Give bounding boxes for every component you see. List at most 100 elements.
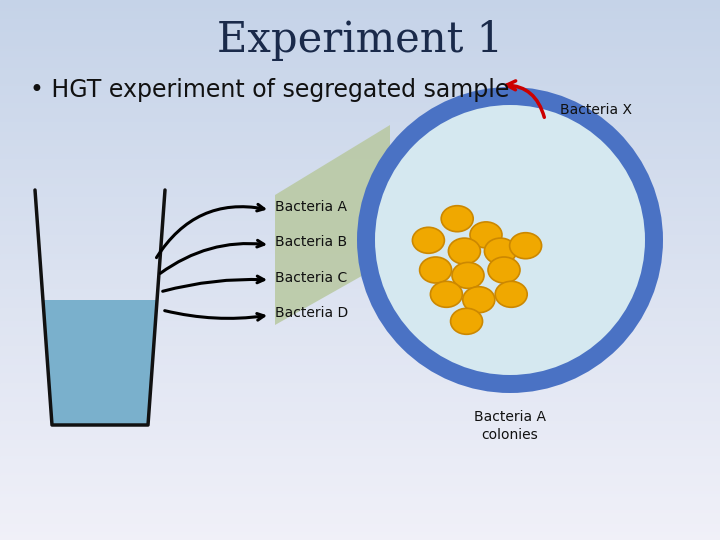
Bar: [0, 108, 720, 111]
Bar: [0, 518, 720, 521]
Text: Bacteria X: Bacteria X: [560, 103, 632, 117]
Bar: [0, 135, 720, 138]
Bar: [0, 329, 720, 332]
Bar: [0, 43, 720, 46]
Bar: [0, 30, 720, 32]
Bar: [0, 462, 720, 464]
Bar: [0, 397, 720, 400]
Bar: [0, 478, 720, 481]
Bar: [0, 510, 720, 513]
Bar: [0, 256, 720, 259]
Bar: [0, 284, 720, 286]
Ellipse shape: [452, 262, 484, 288]
Bar: [0, 456, 720, 459]
Bar: [0, 65, 720, 68]
Bar: [0, 51, 720, 54]
Bar: [0, 500, 720, 502]
Bar: [0, 529, 720, 532]
Bar: [0, 208, 720, 211]
Bar: [0, 192, 720, 194]
Bar: [0, 254, 720, 256]
Bar: [0, 432, 720, 435]
Bar: [0, 497, 720, 500]
Bar: [0, 224, 720, 227]
Text: • HGT experiment of segregated sample: • HGT experiment of segregated sample: [30, 78, 509, 102]
Bar: [0, 321, 720, 324]
Bar: [0, 410, 720, 413]
Bar: [0, 238, 720, 240]
Bar: [0, 243, 720, 246]
Bar: [0, 59, 720, 62]
Bar: [0, 273, 720, 275]
Bar: [0, 297, 720, 300]
Bar: [0, 5, 720, 8]
Bar: [0, 356, 720, 359]
Bar: [0, 148, 720, 151]
FancyArrowPatch shape: [161, 240, 264, 273]
Ellipse shape: [441, 206, 473, 232]
Ellipse shape: [449, 238, 480, 264]
Bar: [0, 240, 720, 243]
Bar: [0, 483, 720, 486]
Text: Bacteria A
colonies: Bacteria A colonies: [474, 410, 546, 442]
Bar: [0, 300, 720, 302]
Bar: [0, 524, 720, 526]
Bar: [0, 124, 720, 127]
Ellipse shape: [413, 227, 444, 253]
Bar: [0, 348, 720, 351]
FancyArrowPatch shape: [165, 310, 264, 320]
Bar: [0, 532, 720, 535]
Bar: [0, 324, 720, 327]
Bar: [0, 103, 720, 105]
Bar: [0, 130, 720, 132]
Bar: [0, 338, 720, 340]
Bar: [0, 146, 720, 148]
Bar: [0, 270, 720, 273]
Polygon shape: [275, 125, 390, 325]
Bar: [0, 516, 720, 518]
Text: Bacteria B: Bacteria B: [275, 235, 347, 249]
Bar: [0, 354, 720, 356]
Bar: [0, 470, 720, 472]
Bar: [0, 38, 720, 40]
FancyArrowPatch shape: [163, 276, 264, 291]
Bar: [0, 62, 720, 65]
Bar: [0, 454, 720, 456]
Bar: [0, 413, 720, 416]
Bar: [0, 383, 720, 386]
Ellipse shape: [420, 257, 451, 283]
Ellipse shape: [470, 222, 502, 248]
Bar: [0, 22, 720, 24]
Bar: [0, 346, 720, 348]
Bar: [0, 313, 720, 316]
Bar: [0, 491, 720, 494]
Bar: [0, 54, 720, 57]
Bar: [0, 502, 720, 505]
Bar: [0, 481, 720, 483]
Bar: [0, 219, 720, 221]
Bar: [0, 381, 720, 383]
Bar: [0, 281, 720, 284]
Bar: [0, 94, 720, 97]
Bar: [0, 437, 720, 440]
Bar: [0, 8, 720, 11]
Bar: [0, 81, 720, 84]
Bar: [0, 35, 720, 38]
Text: Bacteria D: Bacteria D: [275, 306, 348, 320]
Bar: [0, 278, 720, 281]
Ellipse shape: [495, 281, 527, 307]
Bar: [0, 508, 720, 510]
Bar: [0, 427, 720, 429]
Bar: [0, 289, 720, 292]
Bar: [0, 340, 720, 343]
Bar: [0, 122, 720, 124]
Text: Experiment 1: Experiment 1: [217, 19, 503, 61]
Polygon shape: [43, 300, 157, 425]
Bar: [0, 370, 720, 373]
Bar: [0, 305, 720, 308]
Bar: [0, 505, 720, 508]
Bar: [0, 205, 720, 208]
FancyArrowPatch shape: [156, 204, 264, 258]
Bar: [0, 467, 720, 470]
Bar: [0, 265, 720, 267]
